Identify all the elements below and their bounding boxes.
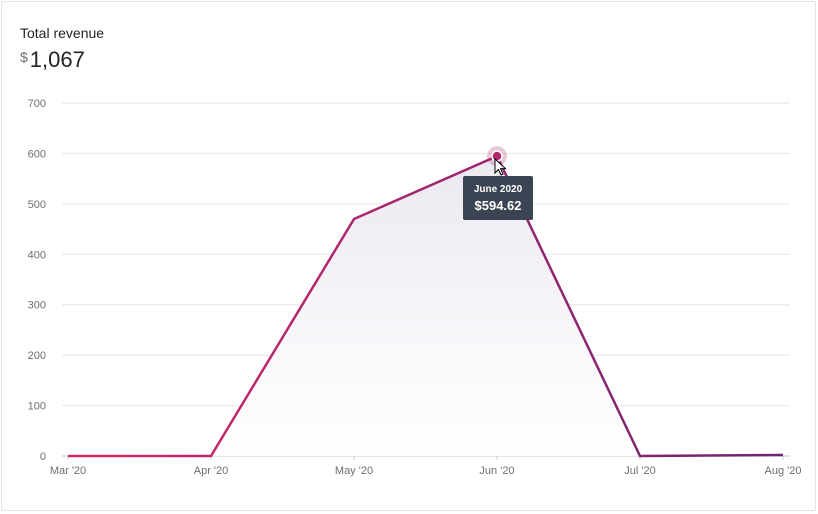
x-tick-label: Mar '20 — [50, 465, 86, 477]
y-tick-label: 100 — [28, 401, 46, 413]
y-tick-label: 0 — [40, 451, 46, 463]
y-axis-labels: 0 100 200 300 400 500 600 700 — [28, 98, 46, 463]
card-title: Total revenue — [20, 25, 105, 41]
x-axis-labels: Mar '20 Apr '20 May '20 Jun '20 Jul '20 Aug '… — [50, 456, 802, 477]
x-tick-label: Jul '20 — [624, 465, 655, 477]
x-tick-label: Apr '20 — [194, 465, 229, 477]
pointer-cursor-icon — [494, 158, 507, 176]
x-tick-label: Aug '20 — [765, 465, 802, 477]
tooltip-label: June 2020 — [473, 184, 523, 195]
y-tick-label: 600 — [28, 148, 46, 160]
x-tick-label: May '20 — [335, 465, 373, 477]
x-tick-label: Jun '20 — [479, 465, 514, 477]
currency-symbol: $ — [20, 49, 28, 65]
revenue-area — [68, 156, 783, 456]
y-tick-label: 300 — [28, 300, 46, 312]
y-tick-label: 500 — [28, 199, 46, 211]
chart-tooltip: June 2020 $594.62 — [463, 176, 533, 220]
total-value: $1,067 — [20, 47, 85, 73]
y-tick-label: 200 — [28, 350, 46, 362]
y-tick-label: 700 — [28, 98, 46, 110]
revenue-line — [68, 154, 784, 458]
total-amount: 1,067 — [29, 47, 85, 72]
tooltip-value: $594.62 — [474, 198, 522, 213]
y-tick-label: 400 — [28, 249, 46, 261]
